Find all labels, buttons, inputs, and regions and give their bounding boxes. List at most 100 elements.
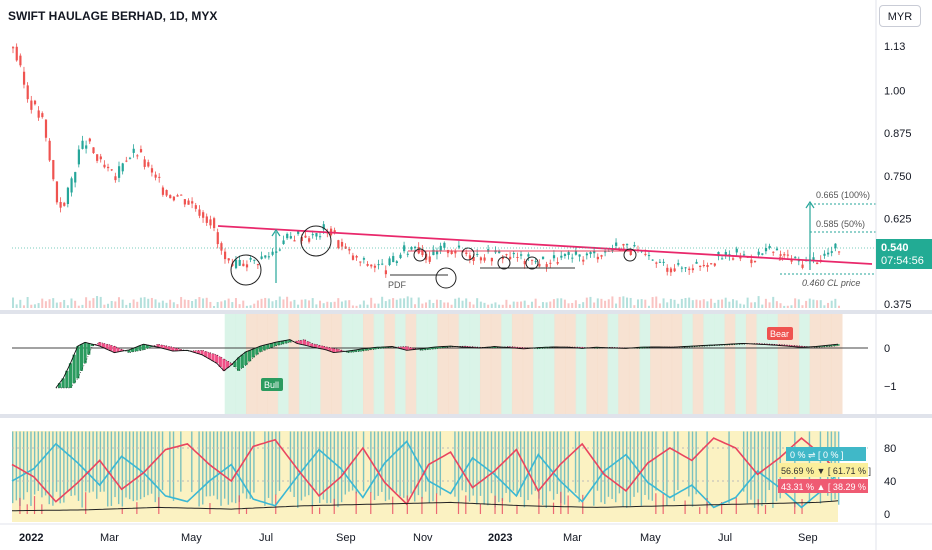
pct-red-bar xyxy=(319,507,321,514)
pct-volume-bar xyxy=(55,431,58,492)
currency-button[interactable]: MYR xyxy=(879,5,921,27)
price-candle-body xyxy=(585,253,589,256)
price-candle-body xyxy=(472,256,475,261)
price-candle-body xyxy=(830,251,833,253)
price-candle-body xyxy=(366,263,369,266)
volume-bar xyxy=(618,296,621,308)
price-candle-body xyxy=(121,163,124,172)
pct-red-bar xyxy=(465,495,467,514)
volume-bar xyxy=(691,300,694,308)
volume-bar xyxy=(808,298,811,308)
price-candle-body xyxy=(669,268,673,273)
pct-red-bar xyxy=(516,505,518,514)
price-candle-body xyxy=(768,245,771,249)
pct-volume-bar xyxy=(52,431,54,506)
pct-volume-bar xyxy=(501,431,504,501)
volume-bar xyxy=(183,299,186,308)
pattern-circle xyxy=(461,247,475,261)
price-candle-body xyxy=(282,240,285,245)
osc-bg-bar xyxy=(586,314,598,414)
volume-bar xyxy=(81,304,84,308)
pct-volume-bar xyxy=(44,431,47,496)
osc-bg-bar xyxy=(299,314,311,414)
pct-volume-bar xyxy=(487,431,489,506)
osc-bg-bar xyxy=(352,314,364,414)
pct-volume-bar xyxy=(772,431,774,508)
price-candle-body xyxy=(66,187,70,204)
pct-volume-bar xyxy=(395,431,398,493)
osc-bg-bar xyxy=(671,314,683,414)
pct-volume-bar xyxy=(593,431,595,506)
time-tick-label: Jul xyxy=(718,532,732,544)
volume-bar xyxy=(362,300,365,308)
volume-bar xyxy=(52,298,55,308)
osc-bg-bar xyxy=(554,314,566,414)
pct-volume-bar xyxy=(552,431,555,500)
price-candle-body xyxy=(501,256,504,260)
pct-red-bar xyxy=(238,495,240,514)
volume-bar xyxy=(541,302,544,308)
volume-bar xyxy=(297,304,300,308)
price-candle-body xyxy=(169,195,172,199)
volume-bar xyxy=(636,299,639,308)
pct-volume-bar xyxy=(406,431,409,501)
pct-volume-bar xyxy=(549,431,551,492)
price-candle-body xyxy=(516,256,519,258)
price-candle-body xyxy=(702,264,705,267)
volume-bar xyxy=(498,304,501,308)
osc-bg-bar xyxy=(543,314,556,414)
osc-bg-bar xyxy=(777,314,790,414)
volume-bar xyxy=(662,298,665,308)
price-candle-body xyxy=(238,259,241,266)
price-candle-body xyxy=(801,264,804,268)
price-candle-body xyxy=(183,199,186,205)
pct-volume-bar xyxy=(618,431,621,494)
price-candle-body xyxy=(622,243,625,246)
price-candle-body xyxy=(315,233,318,237)
pct-volume-bar xyxy=(746,431,749,504)
pct-volume-bar xyxy=(161,431,164,491)
price-candle-body xyxy=(556,262,559,264)
volume-bar xyxy=(589,296,592,308)
pct-volume-bar xyxy=(388,431,390,500)
pct-volume-bar xyxy=(761,431,763,507)
pct-box-top-label: 0 % ⇌ [ 0 % ] xyxy=(790,450,844,460)
osc-bg-bar xyxy=(660,314,673,414)
volume-bar xyxy=(505,299,508,308)
volume-bar xyxy=(647,305,650,308)
volume-bar xyxy=(198,297,201,308)
volume-bar xyxy=(435,299,438,308)
pct-volume-bar xyxy=(563,431,566,505)
volume-bar xyxy=(300,299,303,308)
volume-bar xyxy=(742,304,745,308)
osc-bg-bar xyxy=(830,314,843,414)
price-candle-body xyxy=(220,243,223,251)
pct-volume-bar xyxy=(691,431,694,507)
price-candle-body xyxy=(187,200,190,205)
price-candle-body xyxy=(753,260,757,263)
price-candle-body xyxy=(468,255,472,259)
price-candle-body xyxy=(172,196,176,201)
volume-bar xyxy=(461,300,464,308)
pct-volume-bar xyxy=(629,431,632,506)
volume-bar xyxy=(366,304,369,308)
pct-volume-bar xyxy=(527,431,529,501)
volume-bar xyxy=(582,302,585,308)
price-candle-body xyxy=(783,254,786,256)
pct-volume-bar xyxy=(604,431,606,504)
volume-bar xyxy=(512,301,515,308)
last-price-value: 0.540 xyxy=(881,242,909,254)
pct-volume-bar xyxy=(333,431,336,506)
pct-volume-bar xyxy=(147,431,149,496)
price-candle-body xyxy=(465,252,468,254)
price-candle-body xyxy=(125,160,128,162)
pct-volume-bar xyxy=(70,431,72,496)
volume-bar xyxy=(12,297,14,308)
price-candle-body xyxy=(293,240,296,242)
pct-red-bar xyxy=(501,498,503,514)
price-candle-body xyxy=(794,256,797,258)
price-candle-body xyxy=(490,257,493,262)
pct-volume-bar xyxy=(636,431,639,493)
price-candle-body xyxy=(147,162,150,167)
price-candle-body xyxy=(403,245,406,252)
